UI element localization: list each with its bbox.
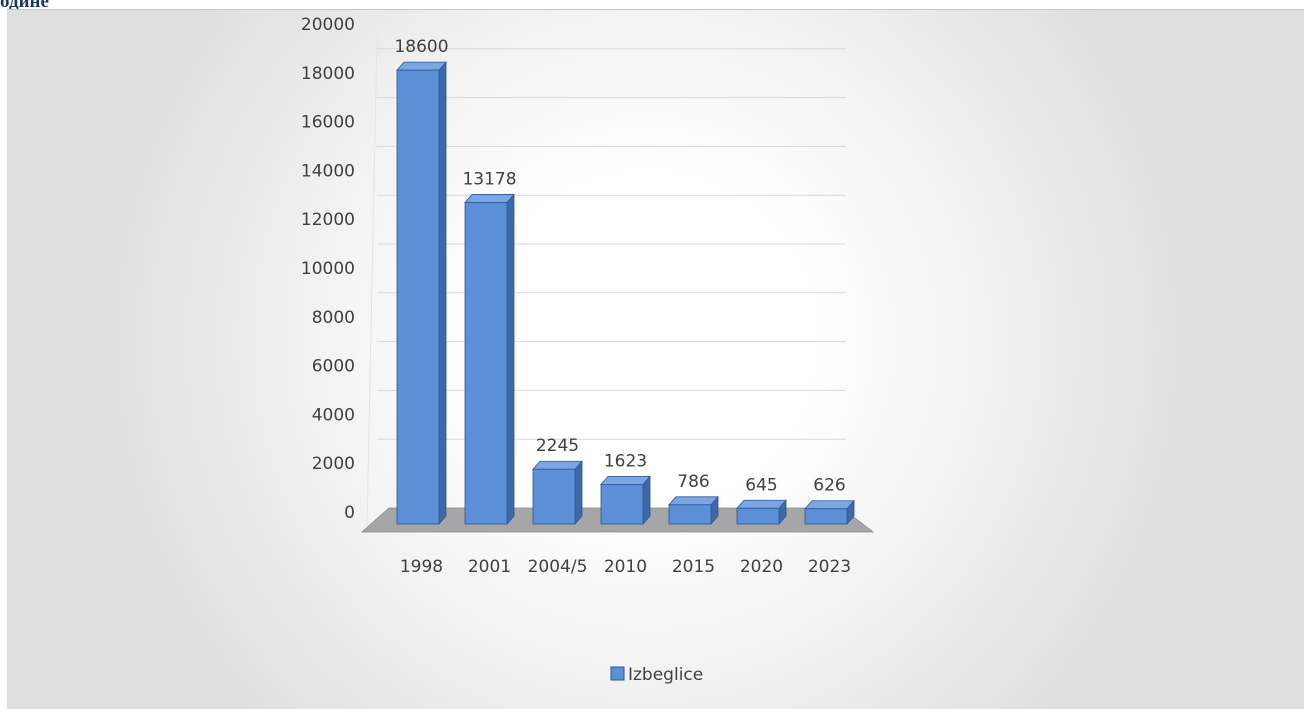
bar-front-2004/5 bbox=[532, 468, 576, 525]
y-tick-label-14000: 14000 bbox=[301, 161, 355, 181]
bar-2023 bbox=[804, 499, 855, 526]
bar-front-1998 bbox=[396, 69, 440, 525]
legend: Izbeglice bbox=[610, 665, 703, 685]
bar-2020 bbox=[736, 499, 787, 526]
bar-top-1998 bbox=[396, 61, 447, 71]
y-tick-label-20000: 20000 bbox=[301, 15, 355, 35]
y-tick-label-8000: 8000 bbox=[312, 308, 355, 328]
bar-2015 bbox=[668, 495, 719, 526]
bar-2004/5 bbox=[532, 460, 583, 526]
legend-swatch-izbeglice bbox=[610, 666, 625, 681]
bar-top-2004/5 bbox=[532, 460, 583, 470]
y-tick-label-16000: 16000 bbox=[301, 113, 355, 133]
y-tick-label-2000: 2000 bbox=[312, 454, 355, 474]
bar-front-2015 bbox=[668, 504, 712, 525]
bar-front-2010 bbox=[600, 483, 644, 525]
bar-top-2015 bbox=[668, 496, 719, 506]
y-tick-label-10000: 10000 bbox=[301, 259, 355, 279]
y-axis-tick-labels: 0 2000 4000 6000 8000 10000 12000 14000 16000 180… bbox=[301, 15, 355, 523]
y-tick-label-6000: 6000 bbox=[312, 357, 355, 377]
x-tick-label-2004/5: 2004/5 bbox=[528, 557, 588, 577]
bar-front-2020 bbox=[736, 507, 780, 525]
legend-label-izbeglice: Izbeglice bbox=[628, 665, 703, 685]
data-label-2010: 1623 bbox=[604, 451, 647, 471]
data-label-1998: 18600 bbox=[394, 37, 448, 57]
chart-area: 0 2000 4000 6000 8000 10000 12000 14000 16000 180… bbox=[7, 9, 1304, 709]
bar-top-2023 bbox=[804, 500, 855, 510]
y-tick-label-18000: 18000 bbox=[301, 64, 355, 84]
bar-side-1998 bbox=[438, 61, 447, 526]
data-label-2020: 645 bbox=[745, 475, 777, 495]
x-tick-label-2023: 2023 bbox=[808, 557, 851, 577]
y-tick-label-4000: 4000 bbox=[312, 405, 355, 425]
data-label-2015: 786 bbox=[677, 472, 709, 492]
bar-top-2001 bbox=[464, 194, 515, 203]
data-label-2023: 626 bbox=[813, 476, 845, 496]
x-axis-tick-labels: 1998 2001 2004/5 2010 2015 2020 2023 bbox=[400, 557, 851, 577]
gridlines bbox=[366, 36, 846, 526]
bar-2001 bbox=[464, 193, 515, 526]
bar-front-2001 bbox=[464, 202, 508, 525]
x-tick-label-2020: 2020 bbox=[740, 557, 783, 577]
data-label-2001: 13178 bbox=[462, 169, 516, 189]
bars bbox=[396, 61, 855, 526]
data-label-2004/5: 2245 bbox=[536, 436, 579, 456]
y-tick-label-0: 0 bbox=[344, 503, 355, 523]
bar-top-2020 bbox=[736, 499, 787, 509]
bar-top-2010 bbox=[600, 475, 651, 485]
bar-front-2023 bbox=[804, 508, 848, 525]
bar-2010 bbox=[600, 475, 651, 526]
wall-edge bbox=[366, 36, 378, 526]
bar-chart: 0 2000 4000 6000 8000 10000 12000 14000 16000 180… bbox=[301, 15, 875, 685]
bar-side-2004/5 bbox=[574, 460, 583, 526]
bar-1998 bbox=[396, 61, 447, 526]
data-labels: 18600 13178 2245 1623 786 645 626 bbox=[394, 37, 845, 496]
y-tick-label-12000: 12000 bbox=[301, 210, 355, 230]
x-tick-label-2001: 2001 bbox=[468, 557, 511, 577]
x-tick-label-2015: 2015 bbox=[672, 557, 715, 577]
x-tick-label-2010: 2010 bbox=[604, 557, 647, 577]
bar-side-2001 bbox=[506, 193, 515, 526]
x-tick-label-1998: 1998 bbox=[400, 557, 443, 577]
